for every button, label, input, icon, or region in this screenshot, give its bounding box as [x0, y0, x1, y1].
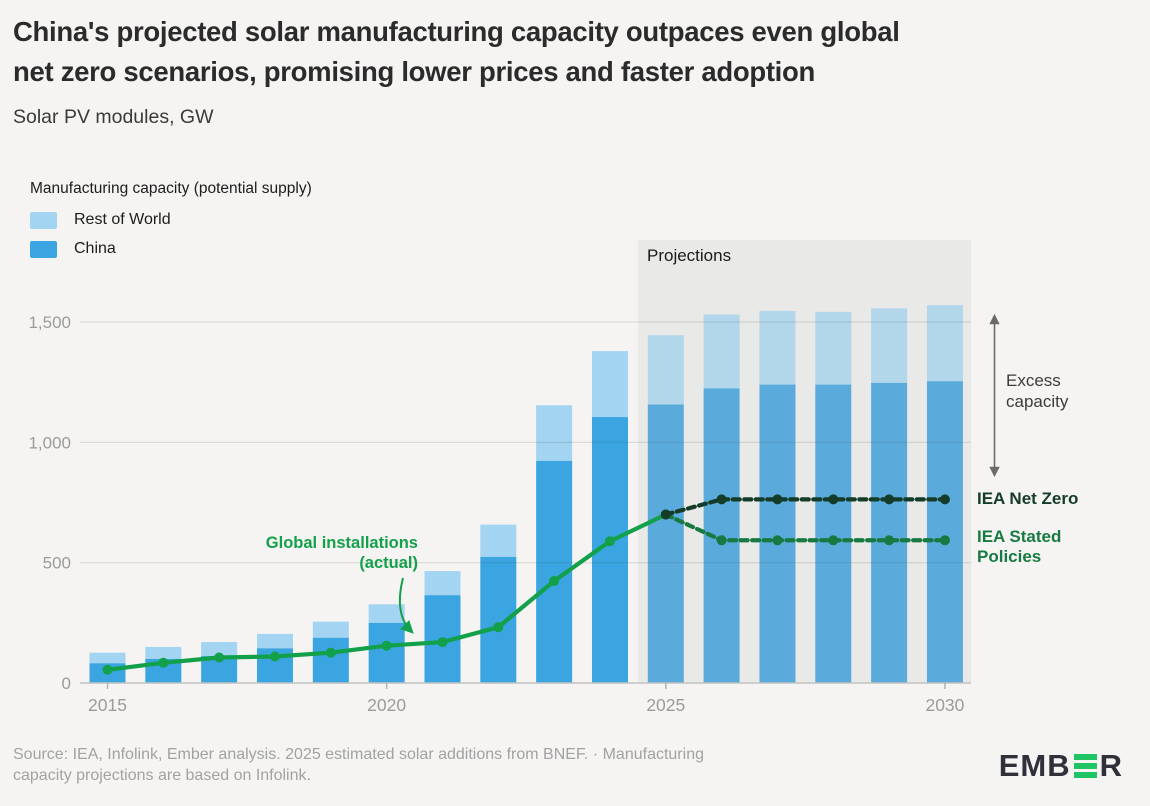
x-tick-label-2015: 2015 [88, 695, 127, 715]
bar-rest-of-world-2017 [201, 642, 238, 657]
point-net-zero-2026 [716, 494, 727, 505]
excess-capacity-line-2: capacity [1006, 392, 1069, 411]
legend-label-rest-of-world: Rest of World [74, 211, 171, 228]
bar-china-2020 [368, 622, 405, 683]
projections-region [637, 240, 971, 683]
line-stated-policies [663, 512, 948, 543]
x-tick-label-2030: 2030 [925, 695, 964, 715]
point-installations-2022 [493, 622, 504, 633]
installations-annotation-line-1: Global installations [265, 534, 418, 552]
legend-swatch-rest-of-world-icon [30, 211, 57, 229]
projections-region-label: Projections [647, 246, 732, 265]
point-installations-2020 [381, 640, 392, 651]
legend-item-rest-of-world: Rest of World [30, 211, 312, 229]
iea-stated-policies-line-1: IEA Stated [977, 527, 1062, 546]
legend-title: Manufacturing capacity (potential supply… [30, 180, 312, 197]
chart-legend: Manufacturing capacity (potential supply… [30, 180, 312, 269]
point-installations-2023 [549, 575, 560, 586]
bar-rest-of-world-2020 [368, 604, 405, 623]
bar-china-2028 [815, 384, 852, 683]
chart-subtitle: Solar PV modules, GW [13, 106, 214, 128]
point-net-zero-2030 [939, 494, 950, 505]
line-net-zero [663, 497, 948, 517]
x-tick-label-2020: 2020 [367, 695, 406, 715]
bar-rest-of-world-2026 [703, 314, 740, 389]
point-net-zero-2028 [828, 494, 839, 505]
bar-rest-of-world-2028 [815, 311, 852, 385]
bar-rest-of-world-2018 [256, 633, 293, 649]
page-title-line-1: China's projected solar manufacturing ca… [13, 16, 900, 47]
ember-logo-text-start: EMB [998, 748, 1071, 783]
installations-annotation-line-2: (actual) [359, 554, 418, 572]
y-tick-label-1500: 1,500 [28, 313, 71, 332]
bar-rest-of-world-2030 [926, 305, 963, 382]
installations-arrow [398, 577, 414, 634]
point-net-zero-2027 [772, 494, 783, 505]
bar-china-2029 [871, 382, 908, 683]
point-installations-2015 [102, 664, 113, 675]
legend-swatch-china-icon [30, 240, 57, 258]
bar-rest-of-world-2016 [145, 646, 182, 659]
iea-net-zero-label: IEA Net Zero [977, 489, 1079, 508]
bar-china-2019 [312, 637, 349, 683]
point-installations-2019 [325, 647, 336, 658]
bar-rest-of-world-2025 [647, 335, 684, 405]
bar-china-2022 [480, 556, 517, 683]
point-installations-2017 [214, 652, 225, 663]
x-tick-label-2025: 2025 [646, 695, 685, 715]
iea-stated-policies-line-2: Policies [977, 547, 1042, 566]
point-stated-policies-2028 [828, 535, 839, 546]
iea-stated-policies-label: IEA Stated Policies [977, 527, 1061, 567]
point-net-zero-2025 [660, 509, 671, 520]
bar-rest-of-world-2021 [424, 571, 461, 596]
y-tick-label-0: 0 [62, 674, 71, 693]
ember-logo-green-e-icon [1073, 752, 1097, 780]
bar-china-2027 [759, 384, 796, 683]
bar-rest-of-world-2015 [89, 652, 126, 664]
legend-label-china: China [74, 240, 116, 257]
bar-rest-of-world-2023 [536, 405, 573, 461]
ember-logo-text-end: R [1099, 748, 1123, 783]
point-installations-2016 [158, 657, 169, 668]
source-note-line-1: Source: IEA, Infolink, Ember analysis. 2… [13, 746, 704, 763]
ember-logo: EMB R [999, 748, 1123, 784]
y-tick-label-500: 500 [43, 554, 71, 573]
excess-capacity-label: Excess capacity [1006, 370, 1068, 412]
installations-annotation: Global installations (actual) [238, 533, 418, 573]
point-stated-policies-2027 [772, 535, 783, 546]
legend-item-china: China [30, 240, 312, 258]
page-title-line-2: net zero scenarios, promising lower pric… [13, 56, 816, 87]
bar-rest-of-world-2019 [312, 621, 349, 638]
bar-china-2030 [926, 381, 963, 683]
point-installations-2021 [437, 637, 448, 648]
source-note-line-2: capacity projections are based on Infoli… [13, 767, 311, 784]
point-net-zero-2029 [884, 494, 895, 505]
bar-rest-of-world-2024 [591, 351, 628, 418]
point-stated-policies-2026 [716, 535, 727, 546]
bar-china-2025 [647, 404, 684, 683]
bar-rest-of-world-2027 [759, 310, 796, 385]
point-installations-2024 [604, 536, 615, 547]
point-stated-policies-2029 [884, 535, 895, 546]
page-title: China's projected solar manufacturing ca… [13, 12, 1108, 92]
point-installations-2018 [269, 651, 280, 662]
source-note: Source: IEA, Infolink, Ember analysis. 2… [13, 744, 704, 786]
bar-rest-of-world-2022 [480, 524, 517, 557]
excess-capacity-line-1: Excess [1006, 371, 1061, 390]
point-stated-policies-2030 [939, 535, 950, 546]
y-tick-label-1000: 1,000 [28, 433, 71, 452]
bar-rest-of-world-2029 [871, 308, 908, 383]
